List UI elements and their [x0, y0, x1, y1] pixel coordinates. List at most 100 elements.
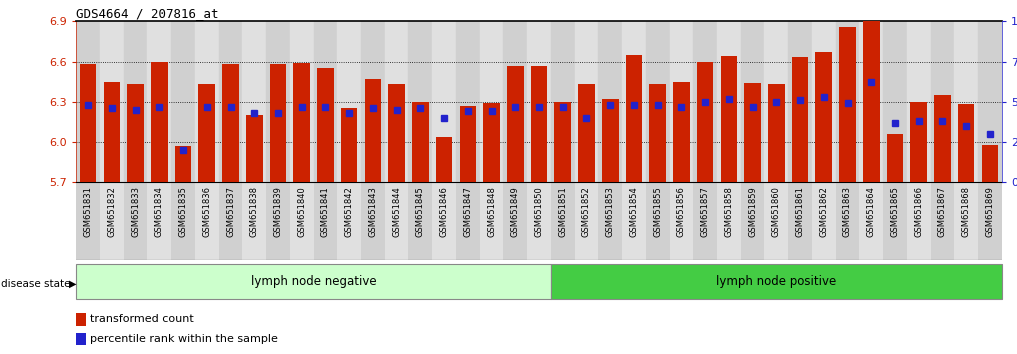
Bar: [646, 182, 669, 260]
Text: GDS4664 / 207816_at: GDS4664 / 207816_at: [76, 7, 219, 20]
Text: GSM651844: GSM651844: [393, 186, 401, 237]
Bar: [598, 182, 622, 260]
Text: disease state: disease state: [1, 279, 70, 289]
Text: GSM651840: GSM651840: [297, 186, 306, 237]
Bar: [575, 182, 598, 260]
Bar: [788, 182, 812, 260]
Text: GSM651836: GSM651836: [202, 186, 212, 237]
Bar: [788, 21, 812, 182]
Bar: [409, 21, 432, 182]
Text: ▶: ▶: [69, 279, 76, 289]
Bar: [222, 64, 239, 182]
Bar: [720, 56, 737, 182]
Text: GSM651859: GSM651859: [749, 186, 757, 237]
Bar: [765, 182, 788, 260]
Text: GSM651848: GSM651848: [487, 186, 496, 237]
Bar: [313, 21, 338, 182]
Bar: [694, 21, 717, 182]
Bar: [625, 55, 643, 182]
Bar: [812, 21, 836, 182]
Bar: [697, 62, 714, 182]
Bar: [883, 21, 907, 182]
Bar: [910, 102, 928, 182]
Bar: [147, 21, 171, 182]
Text: GSM651862: GSM651862: [820, 186, 828, 237]
Bar: [151, 62, 168, 182]
Bar: [293, 63, 310, 182]
Bar: [673, 82, 690, 182]
Bar: [669, 182, 694, 260]
Bar: [432, 182, 456, 260]
Bar: [388, 84, 405, 182]
Text: GSM651843: GSM651843: [368, 186, 377, 237]
Bar: [266, 182, 290, 260]
Bar: [171, 182, 195, 260]
Bar: [198, 84, 216, 182]
Bar: [816, 52, 832, 182]
Bar: [503, 182, 527, 260]
Text: GSM651833: GSM651833: [131, 186, 140, 237]
Bar: [958, 104, 974, 182]
Bar: [127, 84, 144, 182]
Bar: [859, 21, 883, 182]
Bar: [954, 182, 978, 260]
Bar: [931, 21, 954, 182]
Text: GSM651845: GSM651845: [416, 186, 425, 237]
Bar: [384, 182, 409, 260]
Text: GSM651866: GSM651866: [914, 186, 923, 237]
Bar: [554, 102, 572, 182]
Bar: [76, 313, 86, 326]
Bar: [717, 21, 740, 182]
Bar: [460, 106, 476, 182]
Bar: [338, 182, 361, 260]
Text: GSM651850: GSM651850: [535, 186, 543, 237]
Bar: [954, 21, 978, 182]
Bar: [551, 264, 1002, 299]
Bar: [812, 182, 836, 260]
Text: percentile rank within the sample: percentile rank within the sample: [91, 334, 278, 344]
Bar: [361, 21, 384, 182]
Text: GSM651855: GSM651855: [653, 186, 662, 237]
Bar: [242, 21, 266, 182]
Bar: [531, 65, 547, 182]
Bar: [551, 182, 575, 260]
Bar: [317, 68, 334, 182]
Bar: [409, 182, 432, 260]
Text: GSM651861: GSM651861: [795, 186, 804, 237]
Bar: [290, 182, 313, 260]
Bar: [978, 21, 1002, 182]
Bar: [527, 182, 551, 260]
Bar: [622, 182, 646, 260]
Bar: [935, 95, 951, 182]
Bar: [76, 21, 100, 182]
Bar: [412, 102, 429, 182]
Bar: [887, 134, 903, 182]
Bar: [432, 21, 456, 182]
Bar: [503, 21, 527, 182]
Text: GSM651851: GSM651851: [558, 186, 567, 237]
Bar: [266, 21, 290, 182]
Bar: [981, 145, 999, 182]
Text: GSM651846: GSM651846: [439, 186, 448, 237]
Text: GSM651837: GSM651837: [226, 186, 235, 237]
Bar: [694, 182, 717, 260]
Text: GSM651858: GSM651858: [724, 186, 733, 237]
Bar: [575, 21, 598, 182]
Bar: [79, 64, 97, 182]
Bar: [480, 182, 503, 260]
Bar: [246, 115, 262, 182]
Bar: [622, 21, 646, 182]
Text: GSM651838: GSM651838: [250, 186, 258, 237]
Bar: [480, 21, 503, 182]
Bar: [104, 82, 120, 182]
Bar: [740, 21, 765, 182]
Bar: [839, 27, 856, 182]
Bar: [364, 79, 381, 182]
Bar: [578, 84, 595, 182]
Bar: [765, 21, 788, 182]
Bar: [859, 182, 883, 260]
Text: GSM651867: GSM651867: [938, 186, 947, 237]
Bar: [836, 182, 859, 260]
Bar: [527, 21, 551, 182]
Text: GSM651853: GSM651853: [606, 186, 614, 237]
